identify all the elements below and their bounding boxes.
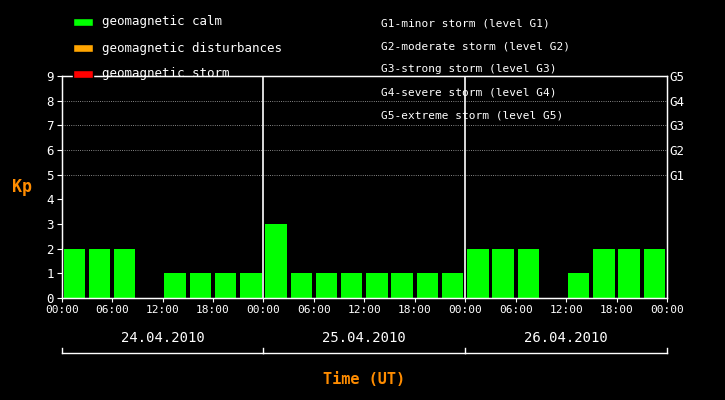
Bar — [568, 273, 589, 298]
Bar — [215, 273, 236, 298]
Text: geomagnetic storm: geomagnetic storm — [102, 68, 230, 80]
Bar — [114, 249, 136, 298]
Bar — [291, 273, 312, 298]
Text: Kp: Kp — [12, 178, 33, 196]
Bar — [442, 273, 463, 298]
Bar — [518, 249, 539, 298]
Bar — [165, 273, 186, 298]
Text: G2-moderate storm (level G2): G2-moderate storm (level G2) — [381, 41, 570, 51]
Text: G4-severe storm (level G4): G4-severe storm (level G4) — [381, 88, 556, 98]
Text: G1-minor storm (level G1): G1-minor storm (level G1) — [381, 18, 550, 28]
Bar — [492, 249, 514, 298]
Text: 24.04.2010: 24.04.2010 — [120, 331, 204, 345]
Bar — [64, 249, 85, 298]
Bar — [341, 273, 362, 298]
Text: G3-strong storm (level G3): G3-strong storm (level G3) — [381, 64, 556, 74]
Bar — [366, 273, 388, 298]
Bar — [88, 249, 110, 298]
Bar — [392, 273, 413, 298]
Text: geomagnetic calm: geomagnetic calm — [102, 16, 223, 28]
Text: 26.04.2010: 26.04.2010 — [524, 331, 608, 345]
Bar — [417, 273, 438, 298]
Text: Time (UT): Time (UT) — [323, 372, 405, 388]
Bar — [593, 249, 615, 298]
Bar — [265, 224, 287, 298]
Bar — [618, 249, 640, 298]
Bar — [316, 273, 337, 298]
Bar — [467, 249, 489, 298]
Bar — [644, 249, 665, 298]
Text: G5-extreme storm (level G5): G5-extreme storm (level G5) — [381, 111, 563, 121]
Bar — [240, 273, 262, 298]
Text: 25.04.2010: 25.04.2010 — [323, 331, 406, 345]
Text: geomagnetic disturbances: geomagnetic disturbances — [102, 42, 282, 54]
Bar — [190, 273, 211, 298]
